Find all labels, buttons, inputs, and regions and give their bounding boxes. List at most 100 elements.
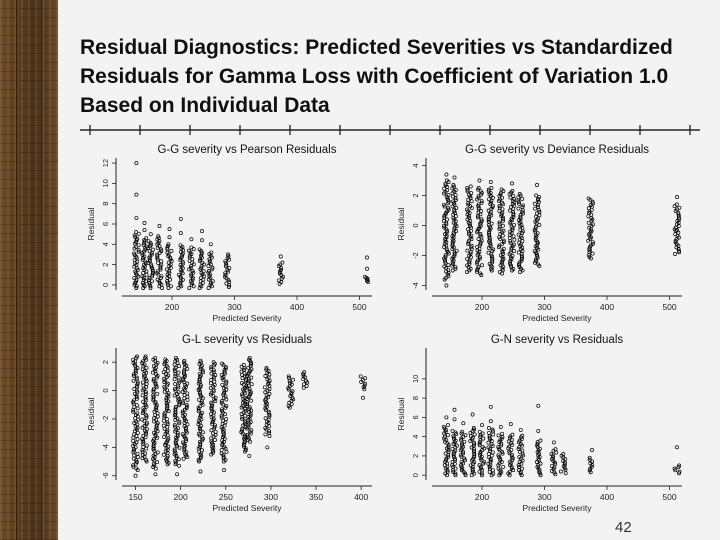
data-point <box>441 219 446 224</box>
data-point <box>462 456 467 461</box>
data-point <box>144 382 149 386</box>
data-point <box>178 216 183 221</box>
data-point <box>149 252 154 257</box>
data-point <box>509 265 514 270</box>
data-point <box>208 392 213 397</box>
data-point <box>181 378 185 383</box>
data-point <box>144 457 149 462</box>
data-point <box>174 437 179 442</box>
data-point <box>200 410 205 415</box>
data-point <box>677 469 682 474</box>
data-point <box>134 215 139 220</box>
y-tick-label: -4 <box>101 444 110 451</box>
point-cluster <box>496 425 506 478</box>
data-point <box>167 227 172 232</box>
data-point <box>132 448 137 453</box>
data-point <box>177 380 182 385</box>
point-cluster <box>587 448 595 475</box>
data-point <box>301 382 306 387</box>
data-point <box>132 374 137 378</box>
data-point <box>161 452 166 457</box>
data-point <box>183 427 188 432</box>
data-point <box>173 405 178 409</box>
data-point <box>536 262 541 267</box>
data-point <box>189 282 194 287</box>
data-point <box>180 411 185 415</box>
data-point <box>141 399 146 404</box>
data-point <box>213 373 218 378</box>
data-point <box>262 385 267 390</box>
data-point <box>498 425 503 429</box>
data-point <box>182 388 187 393</box>
x-tick-label: 400 <box>290 302 304 312</box>
x-tick-label: 200 <box>475 492 489 502</box>
data-point <box>472 442 477 447</box>
data-point <box>213 437 217 442</box>
y-tick-label: 4 <box>101 242 110 246</box>
data-point <box>537 195 542 200</box>
point-cluster <box>362 255 371 284</box>
data-point <box>223 366 228 371</box>
data-point <box>164 397 169 402</box>
data-point <box>469 243 474 248</box>
data-point <box>206 269 211 273</box>
data-point <box>536 403 541 408</box>
data-point <box>177 463 182 468</box>
data-point <box>509 437 514 442</box>
data-point <box>472 427 477 432</box>
data-point <box>209 366 214 371</box>
data-point <box>219 399 224 404</box>
chart-panel-3: G-L severity vs Residuals 150 200 250 300 350… <box>86 334 372 513</box>
data-point <box>516 206 521 211</box>
data-point <box>142 419 147 424</box>
data-point <box>486 445 491 450</box>
data-point <box>263 432 268 437</box>
data-point <box>198 469 203 474</box>
data-point <box>140 359 145 364</box>
data-point <box>453 192 458 197</box>
data-point <box>196 407 201 412</box>
data-point <box>538 438 543 443</box>
data-point <box>224 417 229 422</box>
data-point <box>178 231 183 236</box>
data-point <box>365 255 369 260</box>
data-point <box>586 196 591 201</box>
data-point <box>497 204 502 208</box>
data-point <box>506 439 511 444</box>
data-point <box>443 183 448 188</box>
data-point <box>134 377 139 382</box>
y-tick-label: 2 <box>411 193 420 197</box>
data-point <box>461 421 466 426</box>
data-point <box>151 437 156 442</box>
data-point <box>133 235 138 240</box>
point-cluster <box>534 403 543 478</box>
data-point <box>478 189 483 194</box>
data-point <box>147 282 152 287</box>
data-point <box>151 377 156 382</box>
data-point <box>143 261 148 266</box>
data-point <box>167 235 172 240</box>
data-point <box>501 228 506 233</box>
data-point <box>187 248 191 253</box>
data-point <box>200 448 204 453</box>
data-point <box>487 435 492 440</box>
data-point <box>144 432 149 437</box>
data-point <box>177 421 181 426</box>
data-point <box>533 214 538 219</box>
data-point <box>143 247 148 252</box>
data-point <box>287 376 292 380</box>
data-point <box>165 455 170 460</box>
data-point <box>131 463 136 468</box>
data-point <box>263 374 268 378</box>
data-point <box>563 467 568 472</box>
point-cluster <box>131 354 140 478</box>
data-point <box>156 235 161 240</box>
data-point <box>500 217 505 222</box>
data-point <box>486 440 491 445</box>
data-point <box>468 196 473 200</box>
data-point <box>497 222 502 227</box>
data-point <box>365 266 369 271</box>
data-point <box>161 370 166 375</box>
data-point <box>489 186 494 190</box>
data-point <box>173 458 178 463</box>
